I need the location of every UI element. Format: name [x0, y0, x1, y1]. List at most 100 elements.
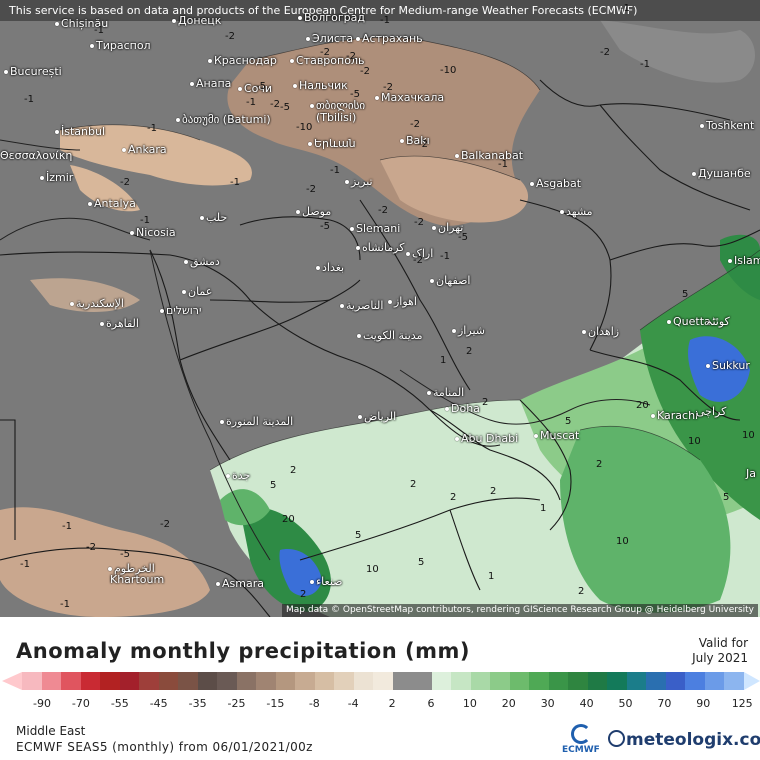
colorbar: [22, 672, 744, 690]
contour-label: -2: [225, 31, 235, 42]
colorbar-segment: [295, 672, 315, 690]
colorbar-segment: [256, 672, 276, 690]
city-label: Muscat: [534, 430, 579, 442]
contour-label: -1: [230, 177, 240, 188]
dry-anomaly-turkey-south: [70, 165, 140, 212]
city-label: Chișinău: [55, 18, 108, 30]
meteologix-icon: [608, 730, 625, 747]
contour-label: -5: [120, 549, 130, 560]
meteologix-logo[interactable]: meteologix.com: [608, 730, 760, 750]
contour-label: 20: [282, 514, 295, 525]
legend-panel: Anomaly monthly precipitation (mm) Valid…: [0, 617, 760, 760]
contour-label: 2: [450, 492, 457, 503]
city-label: عمان: [182, 286, 212, 298]
colorbar-segment: [353, 672, 373, 690]
colorbar-segment: [548, 672, 568, 690]
contour-label: -1: [94, 25, 104, 36]
contour-label: -1: [62, 521, 72, 532]
contour-label: 2: [490, 486, 497, 497]
contour-label: 10: [742, 430, 755, 441]
contour-label: -2: [413, 255, 423, 266]
contour-label: -1: [330, 165, 340, 176]
contour-label: 5: [418, 557, 425, 568]
city-label: Астрахань: [356, 33, 423, 45]
city-label: Karachi: [651, 410, 698, 422]
contour-label: -1: [380, 15, 390, 26]
dry-anomaly-egypt-delta: [30, 278, 140, 312]
valid-date: July 2021: [692, 651, 748, 665]
contour-label: -1: [620, 3, 630, 14]
contour-label: 2: [410, 479, 417, 490]
contour-label: -5: [320, 221, 330, 232]
colorbar-tick-label: -55: [110, 697, 129, 710]
city-label: Анапа: [190, 78, 231, 90]
city-label: Элиста: [306, 33, 353, 45]
colorbar-segment: [80, 672, 100, 690]
city-label: Донецк: [172, 15, 221, 27]
contour-label: 5: [682, 289, 689, 300]
colorbar-segment: [490, 672, 510, 690]
colorbar-segment: [236, 672, 256, 690]
contour-label: 20: [636, 400, 649, 411]
colorbar-segment: [217, 672, 237, 690]
colorbar-tick-label: 90: [696, 697, 711, 710]
contour-label: -10: [440, 65, 457, 76]
colorbar-segment: [41, 672, 61, 690]
wet-anomaly-east-edge: [720, 234, 760, 300]
region-name: Middle East: [16, 724, 86, 738]
ecmwf-logo[interactable]: ECMWF: [560, 724, 600, 758]
city-label: İstanbul: [55, 126, 105, 138]
colorbar-segment: [61, 672, 81, 690]
contour-label: -1: [640, 59, 650, 70]
precipitation-anomaly-map[interactable]: This service is based on data and produc…: [0, 0, 760, 617]
colorbar-segment: [470, 672, 490, 690]
colorbar-tick-label: 50: [618, 697, 633, 710]
wet-anomaly-arabian-sea: [560, 426, 731, 613]
city-label: ירושלים: [160, 305, 201, 317]
colorbar-segment: [568, 672, 588, 690]
valid-label: Valid for: [698, 636, 748, 650]
city-label: Волгоград: [298, 12, 365, 24]
contour-label: 10: [688, 436, 701, 447]
data-disclaimer: This service is based on data and produc…: [0, 0, 760, 21]
colorbar-segment: [607, 672, 627, 690]
contour-label: 2: [300, 589, 307, 600]
contour-label: -2: [600, 47, 610, 58]
city-label: Islam: [728, 255, 760, 267]
wet-anomaly-yemen-blue: [279, 549, 322, 596]
colorbar-segment: [197, 672, 217, 690]
contour-label: -2: [383, 82, 393, 93]
city-label: Sukkur: [706, 360, 750, 372]
colorbar-tick-label: -15: [266, 697, 285, 710]
city-label: Ankara: [122, 144, 167, 156]
city-label: Asgabat: [530, 178, 581, 190]
city-label: București: [4, 66, 62, 78]
contour-label: -5: [458, 232, 468, 243]
city-label: تهران: [432, 222, 463, 234]
contour-label: -2: [160, 519, 170, 530]
colorbar-segment: [431, 672, 451, 690]
contour-label: 2: [596, 459, 603, 470]
contour-label: -2: [86, 542, 96, 553]
city-label: Махачкала: [375, 92, 444, 104]
colorbar-segment: [158, 672, 178, 690]
contour-label: -2: [360, 66, 370, 77]
city-label: اراک: [406, 248, 433, 260]
contour-label: -2: [320, 47, 330, 58]
colorbar-segment: [724, 672, 744, 690]
contour-label: -1: [498, 159, 508, 170]
city-label: Сочи: [238, 83, 272, 95]
colorbar-tick-label: -8: [308, 697, 320, 710]
contour-label: -1: [140, 215, 150, 226]
city-label: الرياض: [358, 411, 396, 423]
contour-label: 1: [540, 503, 547, 514]
city-label: دمشق: [184, 256, 220, 268]
ecmwf-swirl-icon: [571, 724, 591, 744]
city-label: Antalya: [88, 198, 136, 210]
meteologix-logo-text: meteologix.com: [626, 730, 760, 750]
contour-label: 1: [488, 571, 495, 582]
colorbar-tick-label: 2: [388, 697, 396, 710]
colorbar-tick-label: 125: [731, 697, 753, 710]
city-label: Θεσσαλονίκη: [0, 149, 73, 162]
city-label: Khartoum: [110, 573, 165, 586]
